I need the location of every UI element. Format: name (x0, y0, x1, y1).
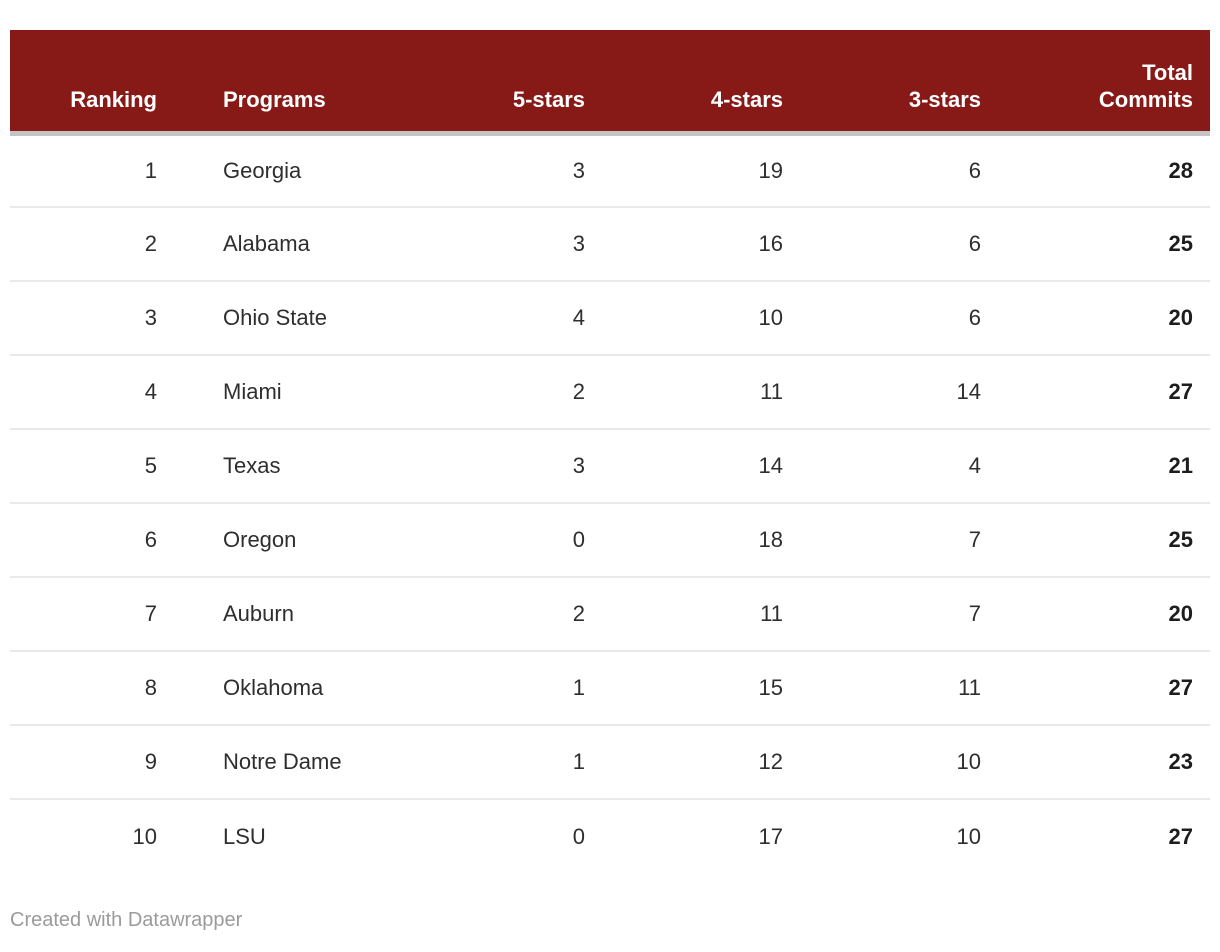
column-header-ranking: Ranking (10, 30, 167, 136)
cell-3-stars: 6 (793, 133, 991, 207)
cell-program: Georgia (167, 133, 447, 207)
cell-5-stars: 3 (447, 133, 595, 207)
cell-4-stars: 19 (595, 133, 793, 207)
cell-3-stars: 6 (793, 280, 991, 355)
column-header-5-stars: 5-stars (447, 30, 595, 136)
cell-3-stars: 14 (793, 354, 991, 429)
cell-4-stars: 18 (595, 502, 793, 577)
column-header-3-stars: 3-stars (793, 30, 991, 136)
recruiting-commits-table: Ranking Programs 5-stars 4-stars 3-stars… (10, 30, 1210, 873)
cell-total-commits: 28 (991, 133, 1210, 207)
cell-3-stars: 7 (793, 576, 991, 651)
cell-4-stars: 15 (595, 650, 793, 725)
cell-ranking: 1 (10, 133, 167, 207)
cell-5-stars: 1 (447, 724, 595, 799)
cell-ranking: 3 (10, 280, 167, 355)
table-row: 8 Oklahoma 1 15 11 27 (10, 650, 1210, 725)
datawrapper-credit-link[interactable]: Created with Datawrapper (10, 909, 243, 931)
cell-5-stars: 2 (447, 354, 595, 429)
cell-total-commits: 27 (991, 354, 1210, 429)
table-row: 10 LSU 0 17 10 27 (10, 798, 1210, 873)
cell-program: Ohio State (167, 280, 447, 355)
cell-3-stars: 7 (793, 502, 991, 577)
cell-ranking: 5 (10, 428, 167, 503)
cell-4-stars: 10 (595, 280, 793, 355)
total-commits-label: Total Commits (1098, 59, 1193, 112)
cell-total-commits: 27 (991, 650, 1210, 725)
cell-ranking: 6 (10, 502, 167, 577)
table-header: Ranking Programs 5-stars 4-stars 3-stars… (10, 30, 1210, 136)
cell-ranking: 4 (10, 354, 167, 429)
cell-5-stars: 2 (447, 576, 595, 651)
cell-total-commits: 20 (991, 576, 1210, 651)
header-row: Ranking Programs 5-stars 4-stars 3-stars… (10, 30, 1210, 136)
cell-4-stars: 14 (595, 428, 793, 503)
table-row: 3 Ohio State 4 10 6 20 (10, 280, 1210, 355)
cell-4-stars: 11 (595, 354, 793, 429)
table-row: 9 Notre Dame 1 12 10 23 (10, 724, 1210, 799)
table-body: 1 Georgia 3 19 6 28 2 Alabama 3 16 6 25 … (10, 133, 1210, 873)
cell-3-stars: 10 (793, 724, 991, 799)
cell-5-stars: 1 (447, 650, 595, 725)
cell-5-stars: 3 (447, 206, 595, 281)
table-row: 4 Miami 2 11 14 27 (10, 354, 1210, 429)
cell-total-commits: 27 (991, 798, 1210, 873)
column-header-4-stars: 4-stars (595, 30, 793, 136)
table-row: 1 Georgia 3 19 6 28 (10, 133, 1210, 207)
cell-program: Oklahoma (167, 650, 447, 725)
cell-5-stars: 3 (447, 428, 595, 503)
cell-ranking: 7 (10, 576, 167, 651)
cell-program: LSU (167, 798, 447, 873)
cell-4-stars: 16 (595, 206, 793, 281)
cell-3-stars: 11 (793, 650, 991, 725)
cell-ranking: 10 (10, 798, 167, 873)
table-row: 2 Alabama 3 16 6 25 (10, 206, 1210, 281)
table-widget: Ranking Programs 5-stars 4-stars 3-stars… (10, 30, 1210, 931)
cell-total-commits: 20 (991, 280, 1210, 355)
cell-program: Auburn (167, 576, 447, 651)
cell-total-commits: 21 (991, 428, 1210, 503)
column-header-total-commits: Total Commits (991, 30, 1210, 136)
cell-program: Texas (167, 428, 447, 503)
cell-ranking: 9 (10, 724, 167, 799)
cell-4-stars: 17 (595, 798, 793, 873)
cell-program: Alabama (167, 206, 447, 281)
cell-total-commits: 23 (991, 724, 1210, 799)
table-row: 5 Texas 3 14 4 21 (10, 428, 1210, 503)
cell-program: Miami (167, 354, 447, 429)
cell-3-stars: 4 (793, 428, 991, 503)
cell-ranking: 8 (10, 650, 167, 725)
cell-total-commits: 25 (991, 206, 1210, 281)
cell-program: Oregon (167, 502, 447, 577)
cell-5-stars: 4 (447, 280, 595, 355)
cell-5-stars: 0 (447, 798, 595, 873)
cell-3-stars: 10 (793, 798, 991, 873)
cell-ranking: 2 (10, 206, 167, 281)
cell-4-stars: 11 (595, 576, 793, 651)
table-row: 7 Auburn 2 11 7 20 (10, 576, 1210, 651)
cell-program: Notre Dame (167, 724, 447, 799)
cell-3-stars: 6 (793, 206, 991, 281)
cell-5-stars: 0 (447, 502, 595, 577)
column-header-programs: Programs (167, 30, 447, 136)
table-row: 6 Oregon 0 18 7 25 (10, 502, 1210, 577)
cell-total-commits: 25 (991, 502, 1210, 577)
cell-4-stars: 12 (595, 724, 793, 799)
